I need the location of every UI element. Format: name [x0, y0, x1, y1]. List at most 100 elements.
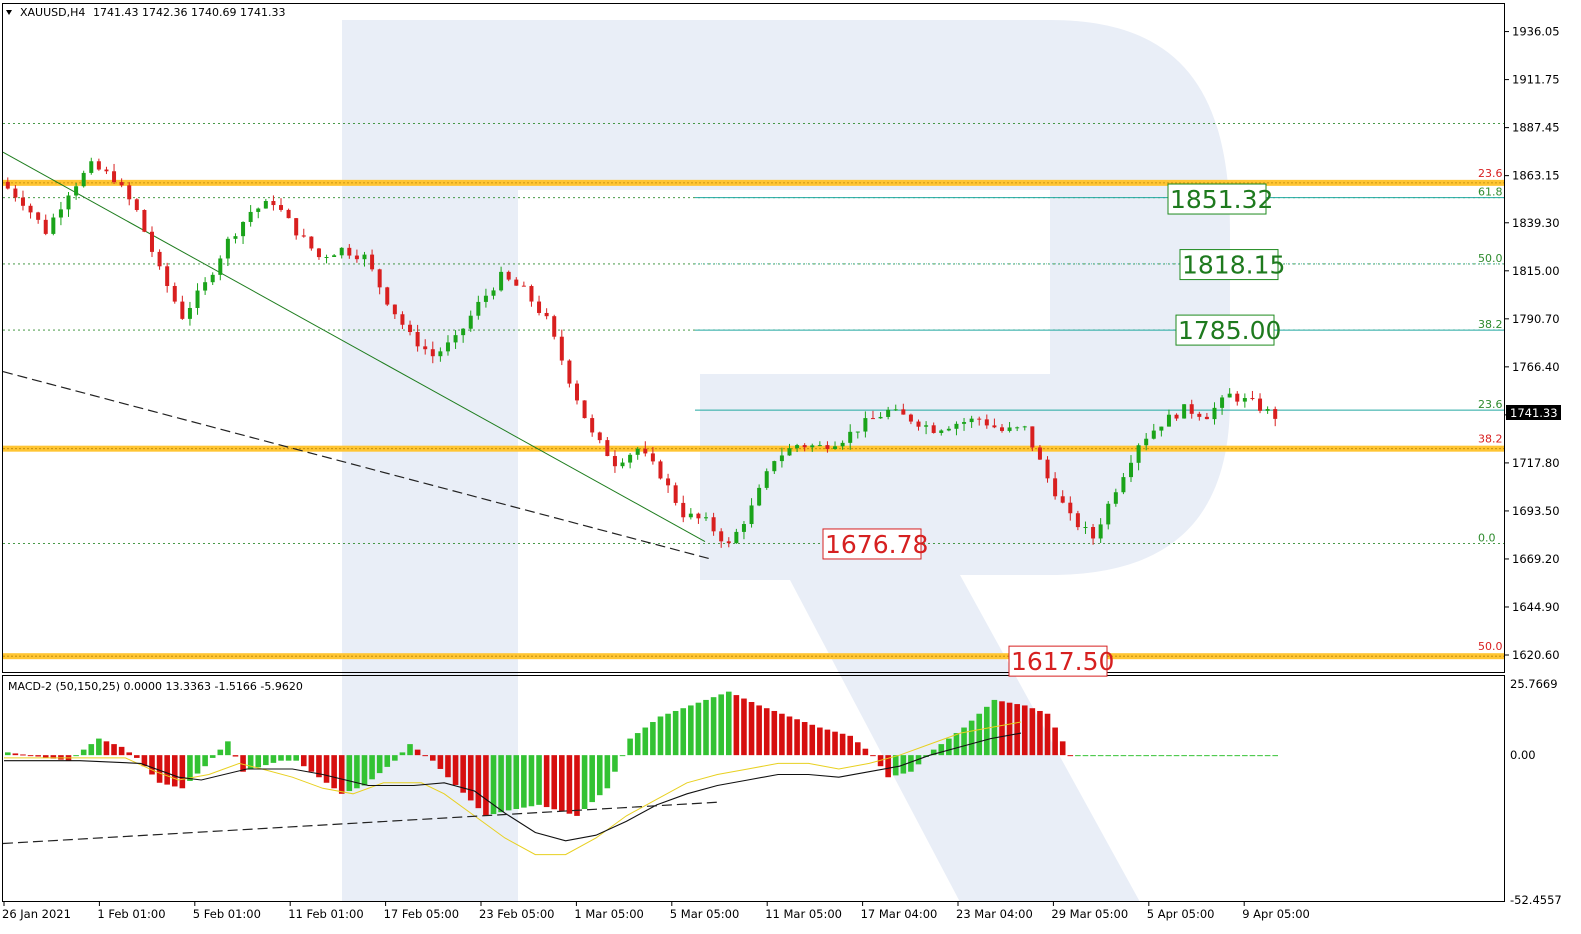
- macd-histogram-bar: [323, 755, 330, 783]
- bull-candle: [218, 258, 223, 275]
- macd-histogram-bar: [217, 749, 224, 756]
- bull-candle: [324, 257, 329, 259]
- bull-candle: [893, 409, 898, 411]
- bull-candle: [263, 201, 268, 209]
- bear-candle: [1091, 527, 1096, 539]
- macd-tick-label: 25.7669: [1510, 677, 1558, 691]
- bear-candle: [650, 453, 655, 462]
- target-price-boxes: 1851.32 1818.15 1785.00 1676.78 1617.50: [822, 183, 1285, 677]
- bull-candle: [1022, 426, 1027, 428]
- bear-candle: [165, 266, 170, 286]
- macd-histogram-bar: [543, 755, 550, 808]
- bear-candle: [1075, 513, 1080, 528]
- macd-histogram-bar: [232, 755, 239, 757]
- macd-histogram-bar: [961, 727, 967, 756]
- macd-histogram-bar: [118, 746, 125, 756]
- time-tick-label: 29 Mar 05:00: [1051, 907, 1128, 921]
- bull-candle: [1129, 462, 1134, 478]
- macd-histogram-bar: [247, 755, 254, 770]
- macd-histogram-bar: [938, 744, 945, 756]
- trendlines: [2, 151, 713, 560]
- macd-histogram-bar: [1029, 708, 1036, 756]
- bear-candle: [590, 418, 595, 433]
- bull-candle: [628, 454, 633, 463]
- macd-histogram-bar: [134, 755, 140, 758]
- bull-candle: [66, 195, 71, 210]
- chart-header: XAUUSD,H4 1741.43 1742.36 1740.69 1741.3…: [6, 6, 285, 19]
- target-box-label: 1818.15: [1182, 251, 1285, 280]
- price-tick-label: 1669.20: [1512, 552, 1560, 566]
- macd-histogram-bar: [566, 755, 573, 814]
- bull-candle: [476, 301, 481, 316]
- macd-histogram-bar: [430, 755, 436, 761]
- bear-candle: [180, 301, 185, 319]
- macd-histogram-bar: [1204, 755, 1210, 757]
- macd-histogram-bar: [141, 755, 148, 767]
- bull-candle: [734, 531, 739, 544]
- macd-histogram-bar: [718, 694, 724, 756]
- price-tick-label: 1863.15: [1512, 169, 1560, 183]
- macd-histogram-bar: [1143, 755, 1149, 757]
- macd-histogram-bar: [839, 733, 846, 756]
- bull-candle: [817, 445, 822, 447]
- time-tick-label: 5 Feb 01:00: [193, 907, 261, 921]
- bear-candle: [28, 205, 33, 213]
- bull-candle: [1227, 393, 1232, 398]
- macd-histogram-bar: [885, 755, 891, 778]
- target-box-label: 1851.32: [1170, 185, 1273, 214]
- target-box: [1008, 645, 1108, 677]
- macd-histogram-bar: [498, 755, 504, 813]
- macd-histogram-bar: [5, 752, 11, 756]
- time-tick-label: 17 Mar 04:00: [861, 907, 938, 921]
- bull-candle: [1242, 398, 1247, 402]
- macd-histogram-bar: [225, 741, 231, 756]
- macd-histogram-bar: [346, 755, 353, 792]
- macd-histogram-bar: [1052, 727, 1058, 756]
- macd-histogram-bar: [725, 691, 732, 756]
- macd-histogram-bar: [316, 755, 322, 778]
- macd-histogram-bar: [1173, 755, 1180, 757]
- macd-histogram-bar: [1219, 755, 1225, 757]
- bull-candle: [741, 524, 746, 532]
- bull-candle: [1265, 409, 1270, 411]
- current-price-label: 1741.33: [1510, 406, 1558, 420]
- bear-candle: [96, 161, 101, 170]
- bull-candle: [1136, 445, 1141, 463]
- macd-label: MACD-2 (50,150,25) 0.0000 13.3363 -1.516…: [8, 680, 303, 693]
- price-axis[interactable]: 1936.05 1911.75 1887.45 1863.15 1839.30 1815.…: [1504, 25, 1560, 662]
- time-axis[interactable]: 26 Jan 2021 1 Feb 01:00 5 Feb 01:00 11 Feb …: [2, 902, 1310, 921]
- macd-histogram-bar: [369, 755, 375, 780]
- macd-histogram-bar: [521, 755, 527, 808]
- macd-histogram-bar: [559, 755, 565, 812]
- bull-candle: [1220, 397, 1225, 408]
- bull-candle: [58, 209, 63, 218]
- macd-histogram-bar: [1097, 755, 1104, 757]
- macd-histogram-bar: [513, 755, 520, 809]
- bull-candle: [833, 446, 838, 450]
- time-tick-label: 17 Feb 05:00: [384, 907, 459, 921]
- fib-level-label: 50.0: [1478, 252, 1503, 265]
- bull-candle: [848, 431, 853, 443]
- macd-signal-line: [4, 721, 1022, 856]
- macd-histogram-bar: [855, 742, 861, 756]
- bear-candle: [802, 445, 807, 448]
- bear-candle: [1204, 416, 1209, 420]
- bear-candle: [119, 182, 124, 186]
- macd-histogram-bar: [1188, 755, 1195, 757]
- macd-histogram-bar: [42, 755, 49, 758]
- macd-histogram-bar: [536, 755, 542, 805]
- macd-histogram-bar: [361, 755, 368, 786]
- macd-histogram-bar: [581, 755, 588, 809]
- bear-candle: [279, 205, 284, 210]
- macd-panel: [2, 675, 1505, 902]
- macd-histogram-bar: [665, 713, 671, 756]
- macd-histogram-bar: [27, 755, 34, 757]
- bear-candle: [1053, 478, 1058, 497]
- fibonacci-labels: 23.6 61.8 50.0 38.2 23.6 38.2 0.0 50.0: [1478, 167, 1503, 653]
- bull-candle: [1121, 477, 1126, 493]
- time-tick-label: 11 Feb 01:00: [288, 907, 363, 921]
- price-tick-label: 1620.60: [1512, 648, 1560, 662]
- bear-candle: [597, 432, 602, 441]
- triangle-down-icon[interactable]: [6, 10, 12, 15]
